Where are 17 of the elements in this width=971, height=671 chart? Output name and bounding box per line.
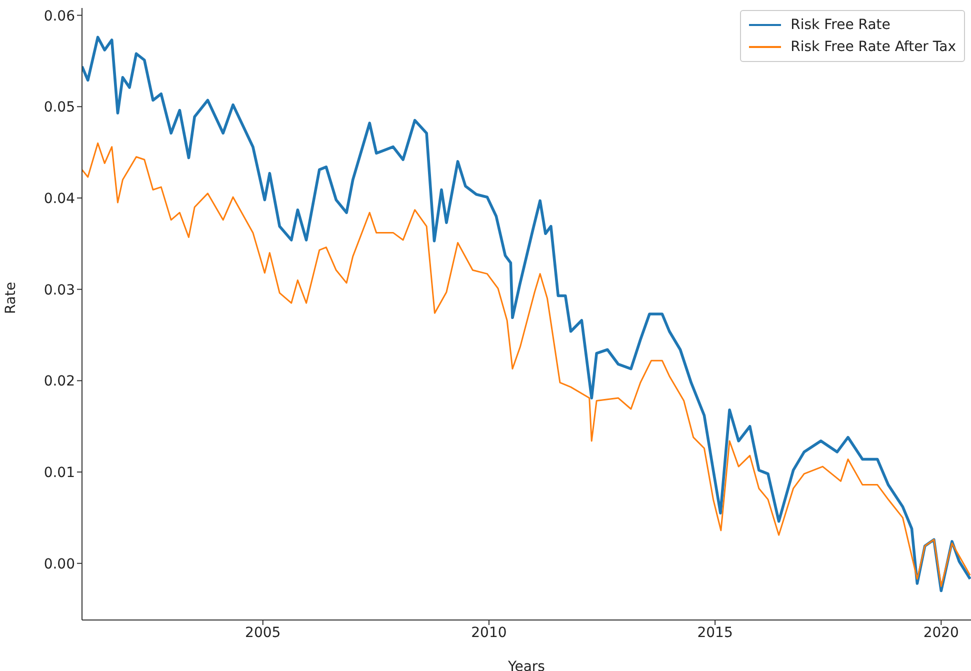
y-tick-label: 0.04 xyxy=(44,190,76,207)
y-tick-label: 0.03 xyxy=(44,282,75,298)
x-tick-label: 2020 xyxy=(923,624,959,641)
x-tick-label: 2005 xyxy=(245,624,281,641)
y-tick-label: 0.05 xyxy=(44,100,75,116)
y-tick-label: 0.01 xyxy=(44,464,75,481)
x-tick-label: 2010 xyxy=(471,624,507,641)
line-series xyxy=(82,36,971,592)
legend-label: Risk Free Rate xyxy=(790,17,890,33)
y-tick-label: 0.06 xyxy=(44,8,76,24)
legend-label: Risk Free Rate After Tax xyxy=(790,39,956,55)
y-tick-label: 0.00 xyxy=(44,556,75,572)
x-axis-title: Years xyxy=(507,659,545,671)
y-tick-label: 0.02 xyxy=(44,374,75,390)
line-series xyxy=(82,142,971,587)
y-axis-title: Rate xyxy=(2,282,19,314)
x-tick-label: 2015 xyxy=(697,624,733,641)
